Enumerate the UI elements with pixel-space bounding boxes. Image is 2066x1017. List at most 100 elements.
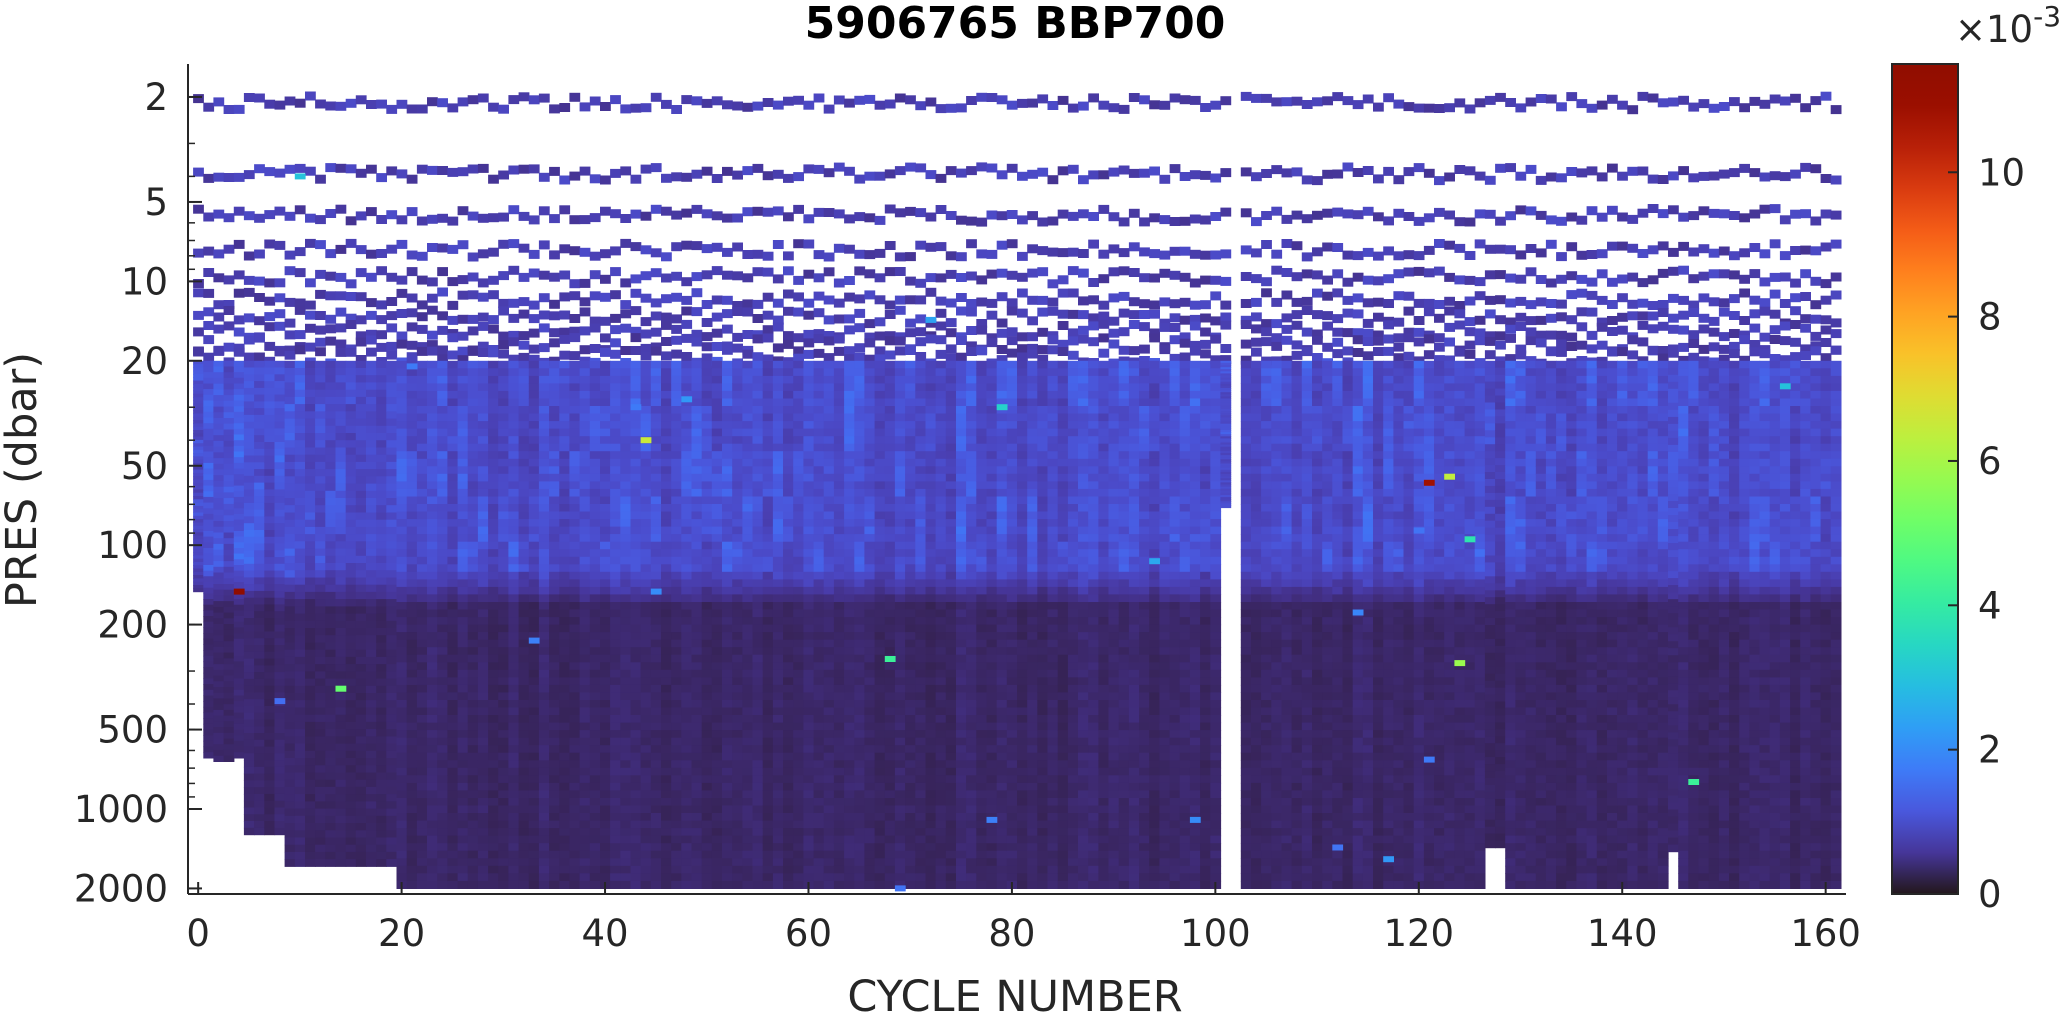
heatmap-cell (427, 737, 438, 746)
heatmap-cell (315, 707, 326, 716)
heatmap-cell (691, 677, 703, 686)
heatmap-cell (437, 684, 448, 693)
heatmap-cell (630, 632, 642, 641)
heatmap-cell (772, 413, 784, 422)
heatmap-cell (315, 736, 326, 745)
heatmap-cell (406, 760, 418, 769)
heatmap-cell (213, 526, 225, 533)
heatmap-cell (416, 275, 428, 285)
heatmap-cell (427, 481, 438, 490)
heatmap-cell (803, 617, 815, 626)
heatmap-cell (538, 745, 550, 754)
heatmap-cell (193, 552, 204, 556)
heatmap-cell (772, 315, 784, 325)
heatmap-cell (325, 440, 337, 448)
heatmap-cell (610, 767, 621, 776)
heatmap-cell (233, 718, 245, 725)
heatmap-cell (752, 334, 764, 344)
heatmap-cell (701, 428, 713, 437)
heatmap-cell (722, 782, 733, 791)
heatmap-cell (243, 394, 255, 402)
heatmap-cell (447, 579, 459, 588)
heatmap-cell (620, 850, 632, 859)
heatmap-cell (620, 730, 632, 739)
heatmap-cell (671, 767, 682, 776)
heatmap-cell (477, 541, 489, 550)
heatmap-cell (650, 549, 662, 558)
heatmap-cell (671, 647, 682, 656)
heatmap-cell (620, 526, 632, 535)
heatmap-cell (193, 542, 204, 547)
heatmap-cell (569, 835, 581, 844)
heatmap-cell (467, 436, 479, 445)
heatmap-cell (803, 375, 815, 384)
heatmap-cell (671, 579, 682, 588)
heatmap-cell (447, 541, 459, 550)
heatmap-cell (610, 383, 621, 392)
heatmap-cell (477, 413, 489, 422)
heatmap-cell (203, 246, 215, 256)
heatmap-cell (396, 722, 408, 731)
heatmap-cell (427, 496, 438, 505)
heatmap-cell (701, 639, 713, 648)
heatmap-cell (386, 642, 398, 651)
heatmap-cell (518, 662, 530, 671)
heatmap-cell (671, 242, 682, 252)
heatmap-cell (620, 654, 632, 663)
heatmap-cell (416, 880, 428, 889)
heatmap-cell (518, 692, 530, 701)
heatmap-cell (396, 239, 408, 249)
heatmap-cell (315, 490, 326, 499)
heatmap-cell (325, 721, 337, 730)
heatmap-cell (549, 707, 560, 716)
heatmap-cell (284, 555, 296, 564)
heatmap-cell (813, 647, 825, 656)
heatmap-cell (549, 556, 560, 565)
heatmap-cell (793, 602, 804, 611)
heatmap-cell (498, 511, 509, 520)
heatmap-cell (294, 794, 306, 802)
heatmap-cell (437, 586, 448, 595)
heatmap-cell (579, 519, 591, 528)
heatmap-cell (406, 428, 418, 437)
heatmap-cell (243, 275, 255, 285)
heatmap-cell (701, 541, 713, 550)
heatmap-cell (264, 475, 276, 484)
heatmap-cell (488, 406, 499, 415)
heatmap-cell (569, 760, 581, 769)
heatmap-cell (416, 760, 428, 769)
heatmap-cell (610, 313, 621, 323)
heatmap-cell (640, 451, 652, 460)
heatmap-cell (803, 488, 815, 497)
heatmap-cell (528, 443, 540, 452)
heatmap-cell (569, 496, 581, 505)
heatmap-cell (589, 488, 601, 497)
heatmap-cell (498, 534, 509, 543)
heatmap-cell (467, 398, 479, 407)
heatmap-cell (447, 549, 459, 558)
heatmap-cell (742, 349, 754, 359)
heatmap-cell (396, 767, 408, 776)
heatmap-cell (579, 835, 591, 844)
heatmap-cell (416, 692, 428, 701)
heatmap-cell (813, 421, 825, 430)
heatmap-cell (650, 488, 662, 497)
heatmap-cell (325, 837, 337, 846)
heatmap-cell (793, 307, 804, 317)
heatmap-cell (335, 613, 347, 622)
heatmap-cell (477, 481, 489, 490)
heatmap-cell (569, 632, 581, 641)
heatmap-cell (437, 745, 448, 754)
heatmap-cell (508, 775, 520, 784)
heatmap-cell (549, 654, 560, 663)
heatmap-cell (823, 451, 835, 460)
heatmap-cell (803, 298, 815, 308)
heatmap-cell (416, 104, 428, 114)
heatmap-cell (600, 586, 611, 595)
heatmap-cell (589, 443, 601, 452)
heatmap-cell (427, 677, 438, 686)
heatmap-cell (305, 454, 316, 463)
heatmap-cell (772, 451, 784, 460)
heatmap-cell (498, 677, 509, 686)
heatmap-cell (274, 278, 286, 288)
